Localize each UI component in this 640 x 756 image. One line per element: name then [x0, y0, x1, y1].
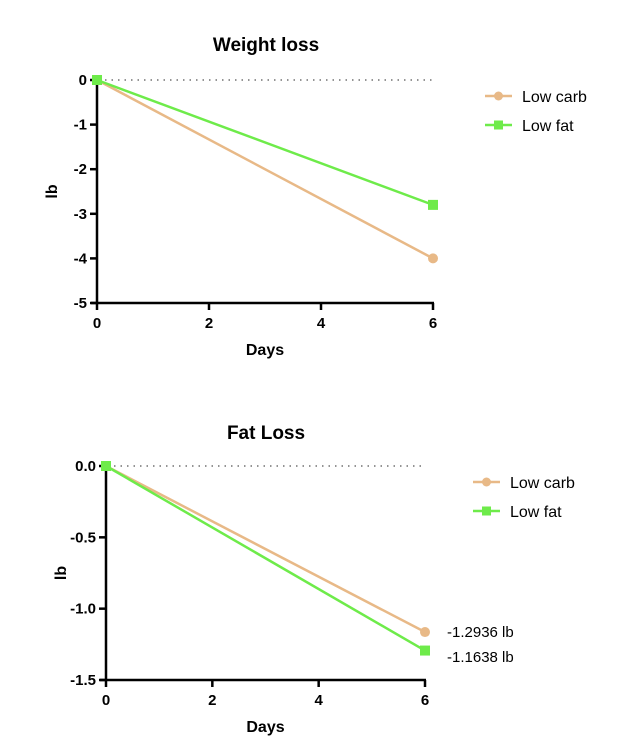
value-annotation: -1.2936 lb [447, 624, 514, 641]
legend-marker-circle [482, 477, 491, 487]
data-point [428, 253, 438, 264]
legend-marker-circle [494, 91, 503, 101]
y-tick-label: -1.0 [70, 601, 96, 618]
x-tick-label: 4 [317, 315, 326, 332]
series-line [105, 464, 426, 634]
y-axis-label: lb [44, 184, 61, 198]
data-point [420, 627, 430, 638]
y-tick-label: -5 [74, 295, 87, 312]
chart-title: Fat Loss [227, 423, 305, 444]
y-tick-label: -1.5 [70, 672, 96, 689]
legend-marker-square [494, 120, 503, 130]
series-line [96, 78, 434, 207]
y-tick-label: -0.5 [70, 529, 96, 546]
series-low-fat [92, 75, 438, 210]
y-tick-label: 0 [79, 72, 87, 89]
legend-item: Low fat [485, 118, 574, 135]
x-tick-label: 2 [205, 315, 213, 332]
legend-label: Low fat [522, 118, 574, 135]
legend-label: Low fat [510, 504, 562, 521]
series-low-fat [101, 461, 430, 656]
y-tick-label: -3 [74, 206, 87, 223]
chart-2: Fat Loss 0.0 -0.5 -1.0 -1.5 0 2 4 6 Days lb Low car… [53, 423, 575, 736]
y-axis-label: lb [53, 566, 70, 580]
y-tick-label: -1 [74, 117, 87, 134]
legend-item: Low fat [473, 504, 562, 521]
x-tick-label: 6 [421, 692, 429, 709]
chart-1: Weight loss 0 -1 -2 -3 -4 -5 0 2 4 6 Days lb Low carb… [44, 35, 587, 359]
x-tick-label: 6 [429, 315, 437, 332]
chart-title: Weight loss [213, 35, 319, 56]
x-axis-label: Days [246, 719, 284, 736]
series-low-carb [92, 75, 438, 264]
data-point [101, 461, 111, 471]
legend-item: Low carb [485, 89, 587, 106]
x-tick-label: 0 [93, 315, 101, 332]
x-tick-label: 0 [102, 692, 110, 709]
series-line [96, 78, 434, 260]
x-tick-label: 4 [314, 692, 323, 709]
series-line [105, 464, 426, 652]
data-point [92, 75, 102, 85]
legend-item: Low carb [473, 475, 575, 492]
y-tick-label: -2 [74, 161, 87, 178]
data-point [428, 199, 438, 210]
legend-marker-square [482, 506, 491, 516]
series-low-carb [101, 461, 430, 638]
data-point [420, 645, 430, 656]
y-tick-label: 0.0 [75, 458, 96, 475]
x-tick-label: 2 [208, 692, 216, 709]
legend-label: Low carb [510, 475, 575, 492]
value-annotation: -1.1638 lb [447, 649, 514, 666]
y-tick-label: -4 [74, 250, 88, 267]
legend-label: Low carb [522, 89, 587, 106]
x-axis-label: Days [246, 342, 284, 359]
